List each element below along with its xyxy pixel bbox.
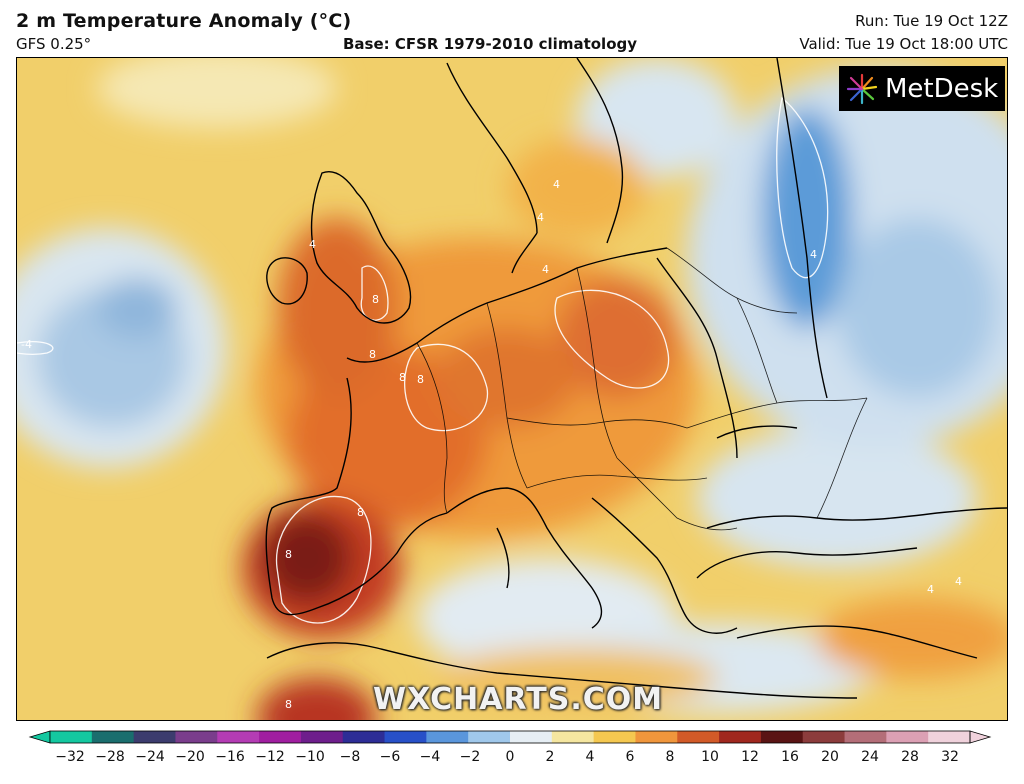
colorbar-segment — [510, 731, 553, 743]
contour-label: 8 — [357, 506, 364, 519]
contour-label-group: 8 8 8 8 8 8 8 4 4 4 4 4 4 -4 4 — [21, 178, 962, 711]
run-label: Run: Tue 19 Oct 12Z — [855, 12, 1008, 30]
colorbar-tick-label: −10 — [295, 749, 325, 765]
colorbar-segment — [468, 731, 511, 743]
metdesk-logo: MetDesk — [839, 66, 1005, 111]
colorbar-tick-label: −16 — [215, 749, 245, 765]
contour-label: 8 — [369, 348, 376, 361]
colorbar-left-arrow — [28, 730, 51, 744]
contour-label: 4 — [553, 178, 560, 191]
colorbar-tick-label: 8 — [665, 749, 675, 765]
colorbar-tick-label: −2 — [459, 749, 481, 765]
colorbar-segment — [802, 731, 846, 743]
colorbar-segment — [50, 731, 93, 743]
chart-title: 2 m Temperature Anomaly (°C) — [16, 10, 352, 32]
colorbar-tick-label: 6 — [625, 749, 635, 765]
colorbar-tick-label: 10 — [701, 749, 719, 765]
contour-label: 8 — [372, 293, 379, 306]
watermark: WXCHARTS.COM — [373, 682, 664, 717]
colorbar-segment — [928, 731, 971, 743]
colorbar-segment — [677, 731, 720, 743]
contour-label: 4 — [537, 211, 544, 224]
metdesk-burst-icon — [846, 73, 878, 104]
map-canvas: 8 8 8 8 8 8 8 4 4 4 4 4 4 -4 4 — [17, 58, 1007, 720]
colorbar-tick-label: 2 — [545, 749, 555, 765]
colorbar-segment — [259, 731, 302, 743]
colorbar-tick-label: −20 — [175, 749, 205, 765]
colorbar-segment — [91, 731, 135, 743]
contour-label: 4 — [955, 575, 962, 588]
contour-label: 4 — [810, 248, 817, 261]
colorbar: −32 −28 −24 −20 −16 −12 −10 −8 −6 −4 −2 0 2 4 6 8 10 12 16… — [20, 729, 1012, 779]
colorbar-segment — [300, 731, 344, 743]
contour-label: 8 — [285, 548, 292, 561]
contour-label: 8 — [399, 371, 406, 384]
colorbar-segment — [760, 731, 804, 743]
contour-lines — [17, 96, 829, 624]
colorbar-tick-label: 0 — [505, 749, 515, 765]
colorbar-gradient — [28, 730, 992, 744]
valid-time-label: Valid: Tue 19 Oct 18:00 UTC — [799, 35, 1008, 53]
contour-label: 4 — [309, 238, 316, 251]
colorbar-tick-label: −32 — [55, 749, 85, 765]
colorbar-segment — [342, 731, 386, 743]
colorbar-tick-label: 32 — [941, 749, 959, 765]
colorbar-segment — [175, 731, 218, 743]
logo-text: MetDesk — [885, 73, 999, 104]
country-borders — [416, 247, 868, 531]
base-climatology-label: Base: CFSR 1979-2010 climatology — [343, 35, 638, 53]
colorbar-tick-label: −12 — [255, 749, 285, 765]
contour-label: 4 — [542, 263, 549, 276]
colorbar-segment — [133, 731, 176, 743]
colorbar-tick-label: 16 — [781, 749, 799, 765]
colorbar-segment — [551, 731, 595, 743]
colorbar-segment — [426, 731, 469, 743]
colorbar-segment — [844, 731, 887, 743]
colorbar-segment — [384, 731, 427, 743]
colorbar-tick-label: −28 — [95, 749, 125, 765]
colorbar-border — [49, 730, 971, 744]
colorbar-tick-label: −24 — [135, 749, 165, 765]
coastlines — [265, 58, 1007, 699]
colorbar-segment — [635, 731, 678, 743]
colorbar-tick-label: −6 — [379, 749, 401, 765]
colorbar-tick-label: 28 — [901, 749, 919, 765]
colorbar-segment — [593, 731, 636, 743]
contour-label: -4 — [21, 338, 32, 351]
colorbar-tick-label: −8 — [339, 749, 361, 765]
colorbar-tick-label: 24 — [861, 749, 879, 765]
colorbar-segment — [886, 731, 929, 743]
colorbar-tick-label: 20 — [821, 749, 839, 765]
colorbar-tick-label: −4 — [419, 749, 441, 765]
contour-label: 4 — [927, 583, 934, 596]
contour-label: 8 — [417, 373, 424, 386]
colorbar-right-arrow — [969, 730, 992, 744]
anomaly-map: 8 8 8 8 8 8 8 4 4 4 4 4 4 -4 4 — [16, 57, 1008, 721]
colorbar-tick-label: 4 — [585, 749, 595, 765]
colorbar-segment — [719, 731, 762, 743]
model-label: GFS 0.25° — [16, 35, 92, 53]
contour-label: 8 — [285, 698, 292, 711]
colorbar-segment — [217, 731, 260, 743]
colorbar-tick-label: 12 — [741, 749, 759, 765]
anomaly-field — [17, 58, 1007, 720]
